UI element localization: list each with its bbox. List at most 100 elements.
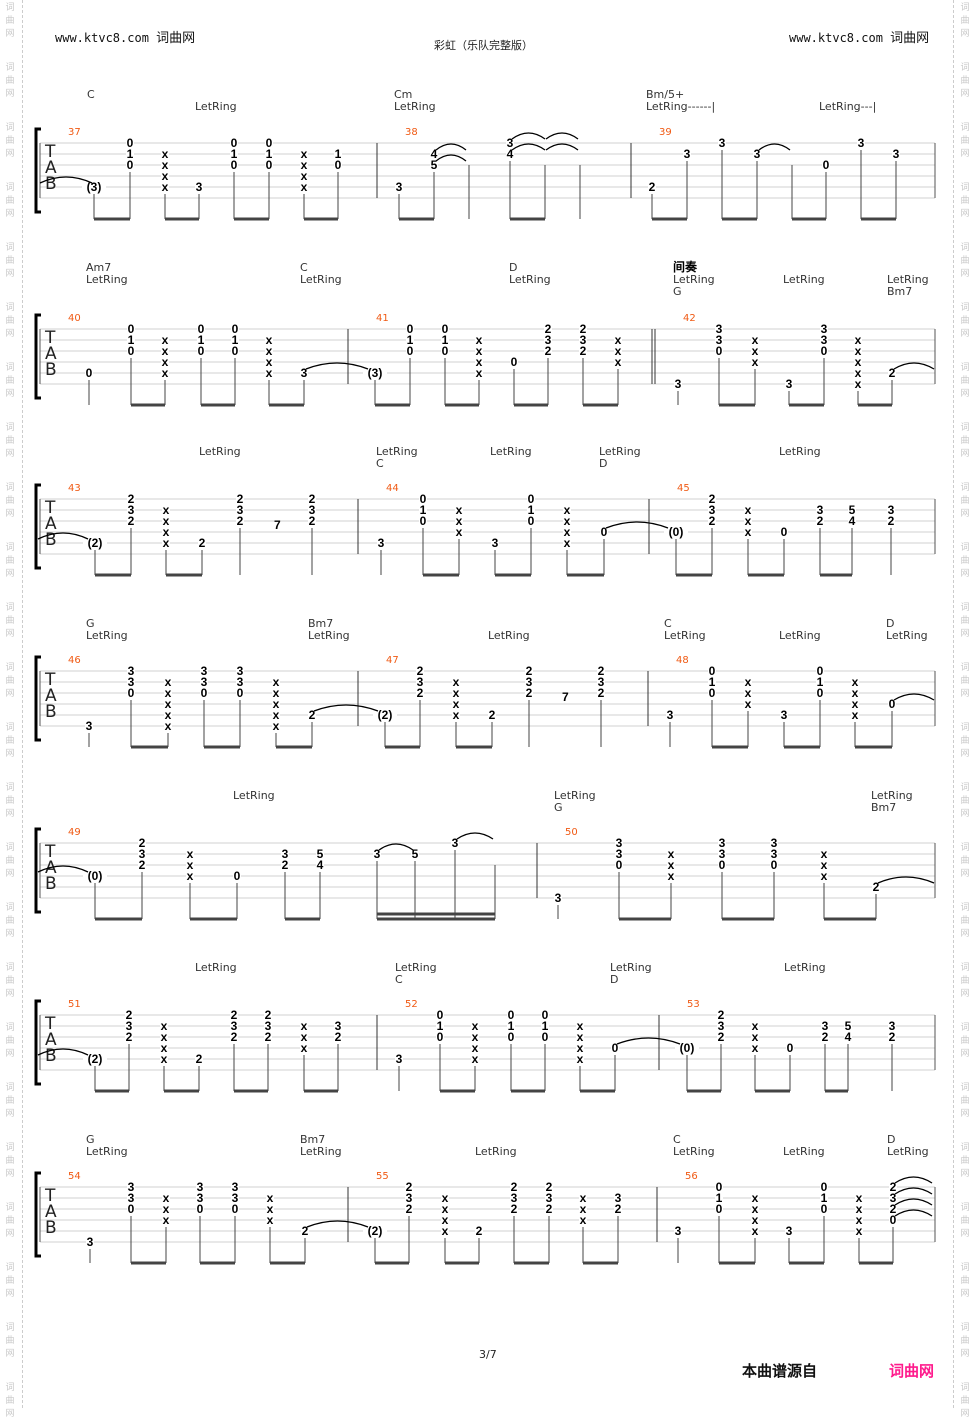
watermark-text: 词曲网 <box>5 603 15 639</box>
note-bg <box>510 356 518 367</box>
note-bg <box>785 1225 793 1236</box>
fret-number: x <box>301 169 308 183</box>
chord-label: LetRing <box>233 789 275 802</box>
fret-number: 0 <box>442 322 449 336</box>
fret-number: 2 <box>598 664 605 678</box>
note-bg <box>363 1225 387 1236</box>
right-margin-line <box>953 0 954 1408</box>
tie-arc <box>894 1209 933 1217</box>
note-bg <box>579 1192 587 1203</box>
note-bg <box>160 1042 168 1053</box>
note-bg <box>230 159 238 170</box>
tab-clef-letter: A <box>45 158 57 178</box>
fret-number: x <box>266 366 273 380</box>
note-bg <box>744 687 752 698</box>
fret-number: 3 <box>301 366 308 380</box>
fret-number: 4 <box>317 858 324 872</box>
note-bg <box>544 334 552 345</box>
note-bg <box>597 687 605 698</box>
note-bg <box>162 1203 170 1214</box>
chord-label: LetRing <box>887 1145 929 1158</box>
fret-number: 5 <box>412 847 419 861</box>
song-title: 彩虹（乐队完整版） <box>434 39 533 52</box>
source-brand-link[interactable]: 词曲网 <box>889 1362 935 1380</box>
fret-number: 0 <box>407 344 414 358</box>
note-bg <box>308 709 316 720</box>
note-bg <box>889 1214 897 1225</box>
note-bg <box>83 1053 107 1064</box>
fret-number: 2 <box>406 1180 413 1194</box>
note-bg <box>785 378 793 389</box>
note-bg <box>667 848 675 859</box>
site-url: www.ktvc8.com <box>789 31 883 45</box>
fret-number: (2) <box>368 1224 383 1238</box>
note-bg <box>161 334 169 345</box>
fret-number: x <box>472 1019 479 1033</box>
measure-number: 38 <box>405 127 418 138</box>
note-bg <box>889 1203 897 1214</box>
fret-number: 3 <box>771 836 778 850</box>
fret-number: x <box>564 536 571 550</box>
note-bg <box>160 1031 168 1042</box>
fret-number: x <box>163 536 170 550</box>
note-bg <box>83 870 107 881</box>
tie-arc <box>39 176 93 184</box>
fret-number: x <box>273 686 280 700</box>
note-bg <box>272 698 280 709</box>
fret-number: 0 <box>719 858 726 872</box>
fret-number: 2 <box>139 836 146 850</box>
tab-clef-letter: T <box>44 142 56 162</box>
note-bg <box>441 1214 449 1225</box>
fret-number: 1 <box>437 1019 444 1033</box>
system-bracket <box>34 483 41 570</box>
note-bg <box>506 148 514 159</box>
system-bracket <box>34 1171 41 1258</box>
chord-label: D <box>886 617 894 630</box>
fret-number: 3 <box>197 1191 204 1205</box>
measure-number: 42 <box>683 313 696 324</box>
note-bg <box>717 1020 725 1031</box>
fret-number: 3 <box>201 675 208 689</box>
note-bg <box>127 665 135 676</box>
note-bg <box>264 1031 272 1042</box>
site-link-left[interactable]: www.ktvc8.com 词曲网 <box>55 27 195 46</box>
fret-number: 1 <box>232 333 239 347</box>
fret-number: 2 <box>888 514 895 528</box>
note-bg <box>161 181 169 192</box>
chord-label: Am7 <box>86 261 111 274</box>
note-bg <box>127 323 135 334</box>
tie-arc <box>37 1048 89 1056</box>
chord-label: LetRing------| <box>646 100 715 113</box>
fret-number: x <box>301 1019 308 1033</box>
fret-number: 0 <box>709 686 716 700</box>
note-bg <box>888 1020 896 1031</box>
chord-label: C <box>87 88 95 101</box>
fret-number: 0 <box>128 1202 135 1216</box>
fret-number: 2 <box>545 322 552 336</box>
site-name: 词曲网 <box>890 31 930 46</box>
site-link-right[interactable]: www.ktvc8.com 词曲网 <box>789 27 929 46</box>
fret-number: 0 <box>237 686 244 700</box>
note-bg <box>683 148 691 159</box>
note-bg <box>525 665 533 676</box>
note-bg <box>475 334 483 345</box>
tie-arc <box>893 362 935 370</box>
measure-number: 45 <box>677 483 690 494</box>
note-bg <box>848 504 856 515</box>
eighth-rest-icon: 7 <box>274 518 281 532</box>
note-bg <box>744 676 752 687</box>
note-bg <box>614 1203 622 1214</box>
left-margin-line <box>22 0 23 1408</box>
note-bg <box>816 665 824 676</box>
tab-clef-letter: B <box>45 174 57 194</box>
chord-label: LetRing <box>783 1145 825 1158</box>
fret-number: x <box>162 344 169 358</box>
fret-number: 0 <box>437 1008 444 1022</box>
note-bg <box>554 892 562 903</box>
fret-number: x <box>161 1052 168 1066</box>
fret-number: x <box>752 1224 759 1238</box>
measure-number: 39 <box>659 127 672 138</box>
